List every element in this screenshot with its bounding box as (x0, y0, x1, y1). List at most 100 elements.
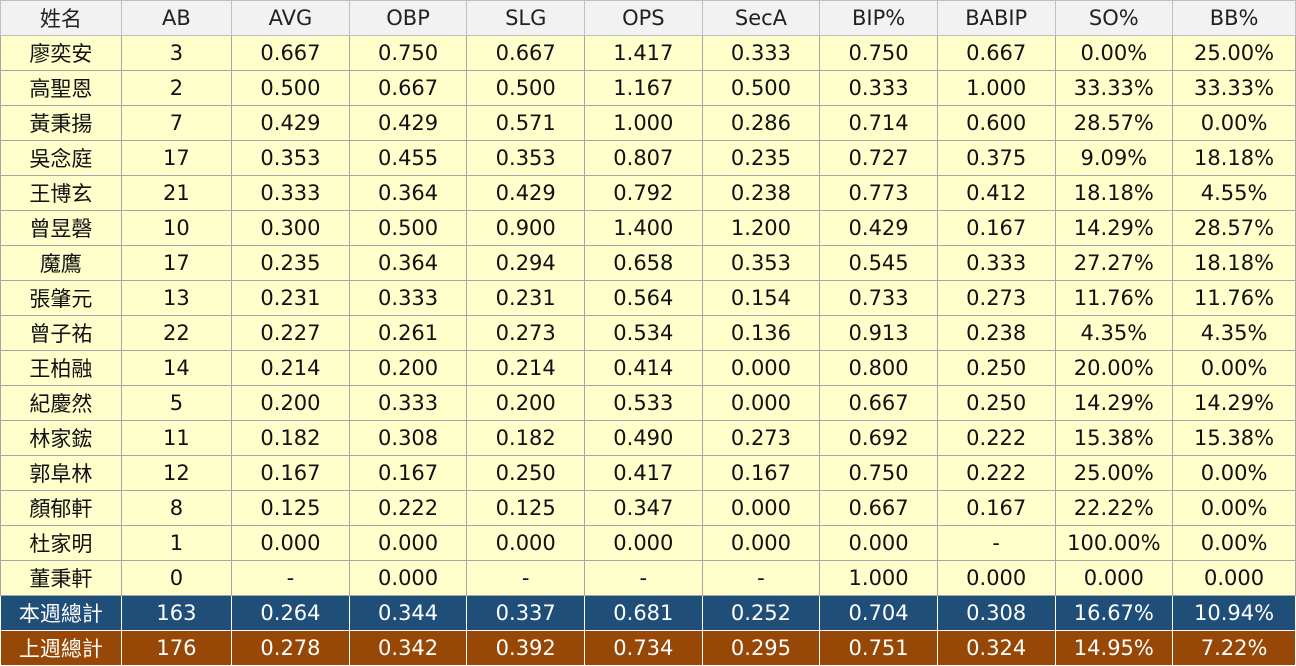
cell-avg: 0.500 (231, 70, 350, 106)
cell-avg: 0.227 (231, 315, 350, 351)
player-row: 高聖恩 2 0.500 0.667 0.500 1.167 0.500 0.333 1.000 3… (0, 70, 1296, 106)
header-name: 姓名 (0, 0, 122, 36)
cell-bip-pct: 0.714 (819, 105, 938, 141)
cell-babip: 0.000 (936, 560, 1056, 596)
total-cell-babip: 0.324 (936, 630, 1056, 666)
last-week-total-row: 上週總計 176 0.278 0.342 0.392 0.734 0.295 0.751 0.3… (0, 630, 1296, 666)
total-cell-ops: 0.734 (584, 630, 703, 666)
cell-slg: 0.214 (466, 350, 586, 386)
cell-avg: 0.182 (231, 420, 350, 456)
cell-ops: 0.807 (584, 140, 703, 176)
cell-babip: 0.222 (936, 420, 1056, 456)
cell-seca: 0.167 (701, 455, 821, 491)
cell-name: 曾昱磬 (0, 210, 122, 246)
cell-avg: 0.235 (231, 245, 350, 281)
cell-bb-pct: 15.38% (1172, 420, 1296, 456)
cell-bb-pct: 0.00% (1172, 455, 1296, 491)
total-cell-ab: 176 (120, 630, 233, 666)
cell-ops: 1.400 (584, 210, 703, 246)
cell-ab: 1 (120, 525, 233, 561)
cell-seca: - (701, 560, 821, 596)
cell-ops: 0.792 (584, 175, 703, 211)
cell-avg: 0.231 (231, 280, 350, 316)
cell-obp: 0.333 (348, 385, 468, 421)
header-bip-pct: BIP% (819, 0, 938, 36)
cell-slg: 0.200 (466, 385, 586, 421)
cell-obp: 0.200 (348, 350, 468, 386)
total-cell-name: 上週總計 (0, 630, 122, 666)
cell-ab: 17 (120, 140, 233, 176)
total-cell-bip-pct: 0.751 (819, 630, 938, 666)
cell-ab: 0 (120, 560, 233, 596)
cell-obp: 0.000 (348, 525, 468, 561)
header-obp: OBP (348, 0, 468, 36)
cell-bip-pct: 0.000 (819, 525, 938, 561)
cell-slg: 0.500 (466, 70, 586, 106)
header-row: 姓名 AB AVG OBP SLG OPS SecA BIP% BABIP SO% BB% (0, 0, 1296, 36)
cell-so-pct: 0.000 (1054, 560, 1174, 596)
cell-bb-pct: 14.29% (1172, 385, 1296, 421)
cell-so-pct: 27.27% (1054, 245, 1174, 281)
cell-ops: 0.000 (584, 525, 703, 561)
cell-so-pct: 11.76% (1054, 280, 1174, 316)
cell-so-pct: 9.09% (1054, 140, 1174, 176)
cell-so-pct: 28.57% (1054, 105, 1174, 141)
cell-seca: 0.273 (701, 420, 821, 456)
cell-so-pct: 14.29% (1054, 210, 1174, 246)
cell-babip: 0.667 (936, 35, 1056, 71)
total-cell-slg: 0.337 (466, 595, 586, 631)
header-ab: AB (120, 0, 233, 36)
header-slg: SLG (466, 0, 586, 36)
total-cell-so-pct: 14.95% (1054, 630, 1174, 666)
player-row: 王柏融 14 0.214 0.200 0.214 0.414 0.000 0.800 0.250… (0, 350, 1296, 386)
cell-name: 林家鋐 (0, 420, 122, 456)
total-cell-seca: 0.295 (701, 630, 821, 666)
cell-name: 顏郁軒 (0, 490, 122, 526)
cell-bb-pct: 4.35% (1172, 315, 1296, 351)
cell-slg: 0.294 (466, 245, 586, 281)
cell-so-pct: 20.00% (1054, 350, 1174, 386)
player-row: 杜家明 1 0.000 0.000 0.000 0.000 0.000 0.000-100.0… (0, 525, 1296, 561)
cell-name: 高聖恩 (0, 70, 122, 106)
cell-bip-pct: 0.667 (819, 490, 938, 526)
player-row: 王博玄 21 0.333 0.364 0.429 0.792 0.238 0.773 0.412… (0, 175, 1296, 211)
this-week-total-row: 本週總計 163 0.264 0.344 0.337 0.681 0.252 0.704 0.3… (0, 595, 1296, 631)
cell-ab: 3 (120, 35, 233, 71)
cell-seca: 0.353 (701, 245, 821, 281)
cell-name: 王博玄 (0, 175, 122, 211)
cell-seca: 0.286 (701, 105, 821, 141)
cell-seca: 0.154 (701, 280, 821, 316)
cell-bip-pct: 0.750 (819, 35, 938, 71)
total-cell-seca: 0.252 (701, 595, 821, 631)
cell-name: 王柏融 (0, 350, 122, 386)
player-row: 黃秉揚 7 0.429 0.429 0.571 1.000 0.286 0.714 0.600 2… (0, 105, 1296, 141)
header-avg: AVG (231, 0, 350, 36)
cell-babip: 0.412 (936, 175, 1056, 211)
cell-so-pct: 14.29% (1054, 385, 1174, 421)
cell-seca: 0.235 (701, 140, 821, 176)
player-row: 曾子祐 22 0.227 0.261 0.273 0.534 0.136 0.913 0.238… (0, 315, 1296, 351)
total-cell-name: 本週總計 (0, 595, 122, 631)
cell-ops: 0.414 (584, 350, 703, 386)
cell-ops: 0.347 (584, 490, 703, 526)
cell-babip: 0.167 (936, 210, 1056, 246)
cell-avg: 0.333 (231, 175, 350, 211)
cell-seca: 0.333 (701, 35, 821, 71)
cell-seca: 0.238 (701, 175, 821, 211)
cell-so-pct: 18.18% (1054, 175, 1174, 211)
cell-name: 曾子祐 (0, 315, 122, 351)
cell-avg: - (231, 560, 350, 596)
cell-ops: 0.534 (584, 315, 703, 351)
cell-slg: - (466, 560, 586, 596)
cell-ops: 1.417 (584, 35, 703, 71)
cell-bip-pct: 0.545 (819, 245, 938, 281)
cell-avg: 0.125 (231, 490, 350, 526)
cell-babip: 0.250 (936, 385, 1056, 421)
total-cell-obp: 0.344 (348, 595, 468, 631)
cell-obp: 0.000 (348, 560, 468, 596)
cell-ops: 0.490 (584, 420, 703, 456)
cell-bb-pct: 0.00% (1172, 350, 1296, 386)
cell-seca: 0.000 (701, 385, 821, 421)
cell-bb-pct: 0.00% (1172, 525, 1296, 561)
cell-so-pct: 100.00% (1054, 525, 1174, 561)
